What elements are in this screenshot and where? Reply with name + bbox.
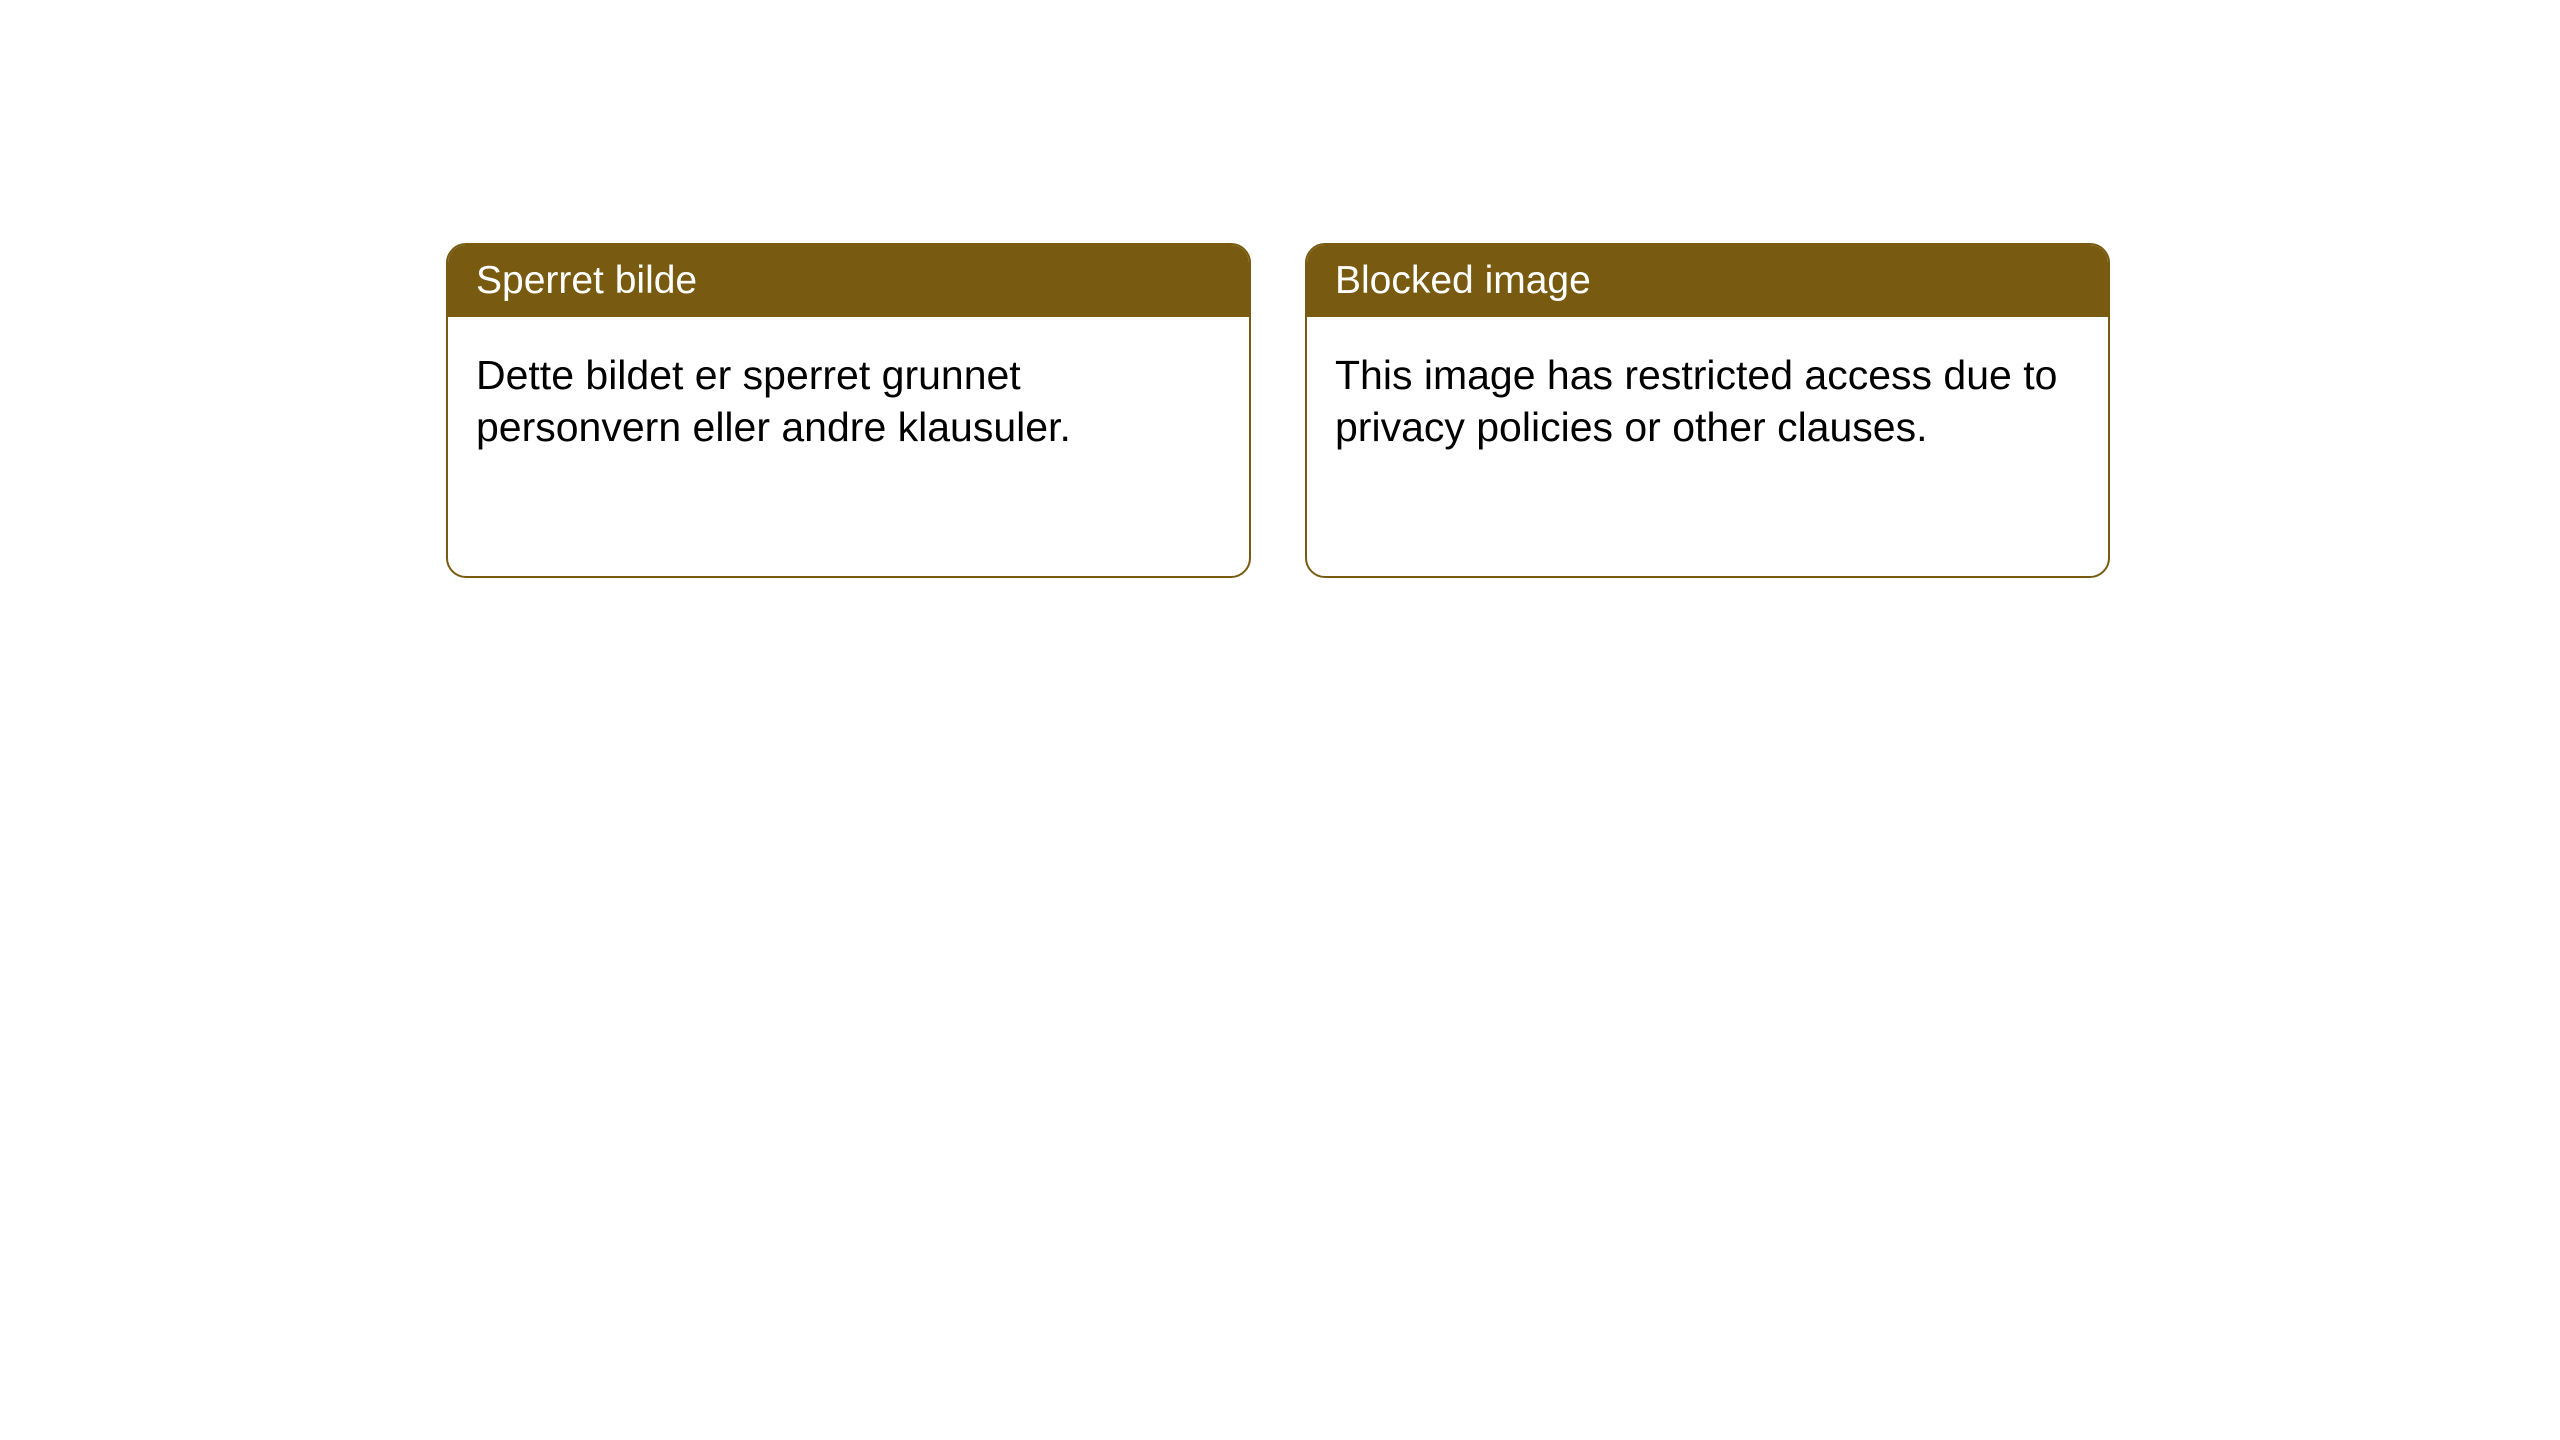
notice-container: Sperret bilde Dette bildet er sperret gr… (0, 0, 2560, 578)
notice-body-text: Dette bildet er sperret grunnet personve… (476, 352, 1071, 450)
notice-card-english: Blocked image This image has restricted … (1305, 243, 2110, 578)
notice-card-body: This image has restricted access due to … (1307, 317, 2108, 486)
notice-card-body: Dette bildet er sperret grunnet personve… (448, 317, 1249, 486)
notice-card-header: Sperret bilde (448, 245, 1249, 317)
notice-body-text: This image has restricted access due to … (1335, 352, 2057, 450)
notice-title: Sperret bilde (476, 259, 697, 302)
notice-card-header: Blocked image (1307, 245, 2108, 317)
notice-card-norwegian: Sperret bilde Dette bildet er sperret gr… (446, 243, 1251, 578)
notice-title: Blocked image (1335, 259, 1591, 302)
